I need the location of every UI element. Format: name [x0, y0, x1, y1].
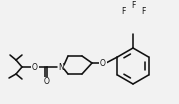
Text: O: O	[100, 58, 106, 67]
Text: F: F	[131, 1, 135, 11]
Text: O: O	[44, 77, 50, 87]
Text: F: F	[121, 7, 125, 17]
Text: F: F	[141, 7, 145, 17]
Text: N: N	[58, 63, 64, 72]
Text: O: O	[32, 63, 38, 72]
